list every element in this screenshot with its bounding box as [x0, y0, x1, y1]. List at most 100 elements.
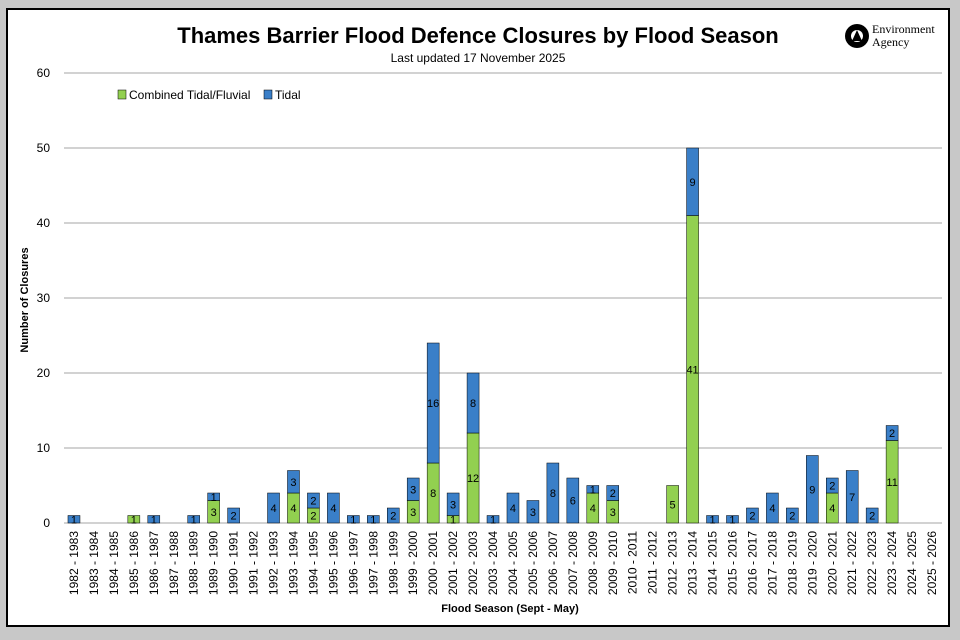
x-tick-label: 1983 - 1984 [87, 531, 101, 595]
bar-label-tidal: 2 [390, 511, 396, 523]
x-tick-labels: 1982 - 1983 1983 - 1984 1984 - 1985 1985 - … [67, 531, 939, 595]
x-tick-label: 2011 - 2012 [646, 531, 660, 594]
chart-frame: Thames Barrier Flood Defence Closures by… [6, 8, 950, 627]
bar-label-tidal: 4 [270, 503, 276, 515]
logo-text-line2: Agency [872, 35, 909, 49]
x-tick-label: 2023 - 2024 [885, 531, 899, 595]
bar-tidal [885, 425, 899, 441]
bar-label-tidal: 4 [769, 503, 775, 515]
bar-tidal [486, 515, 500, 524]
bar-label-tidal: 9 [690, 177, 696, 189]
bar-tidal [387, 507, 400, 524]
x-tick-label: 2015 - 2016 [725, 531, 739, 595]
legend-label-tidal: Tidal [275, 88, 301, 102]
x-tick-label: 2002 - 2003 [466, 531, 480, 595]
bar-tidal [546, 462, 560, 524]
bar-label-tidal: 2 [310, 496, 316, 508]
x-tick-label: 1989 - 1990 [207, 531, 221, 595]
x-tick-label: 2016 - 2017 [745, 531, 759, 595]
bar-tidal [207, 492, 220, 501]
bar-label-tidal: 6 [570, 496, 576, 508]
x-tick-label: 1993 - 1994 [286, 531, 300, 595]
x-tick-label: 2001 - 2002 [446, 531, 460, 595]
bar-tidal [446, 492, 460, 516]
bar-label-combined: 4 [590, 503, 596, 515]
bar-label-tidal: 2 [789, 511, 795, 523]
bar-label-tidal: 7 [849, 492, 855, 504]
x-tick-label: 1998 - 1999 [386, 531, 400, 595]
bar-tidal [686, 147, 699, 216]
x-tick-label: 2007 - 2008 [566, 531, 580, 595]
bar-label-combined: 4 [829, 503, 835, 515]
bar-combined [666, 485, 679, 524]
environment-agency-logo: Environment Agency [845, 22, 935, 49]
bar-label-tidal: 2 [610, 488, 616, 500]
bar-tidal [307, 492, 320, 509]
logo-text-line1: Environment [872, 22, 935, 36]
x-axis-label: Flood Season (Sept - May) [441, 603, 579, 615]
bar-label-tidal: 4 [330, 503, 336, 515]
bar-label-tidal: 3 [530, 507, 536, 519]
bar-label-tidal: 3 [290, 477, 296, 489]
bar-label-tidal: 2 [829, 481, 835, 493]
x-tick-label: 2025 - 2026 [925, 531, 939, 595]
bar-label-tidal: 9 [809, 484, 815, 496]
bar-tidal [67, 515, 81, 524]
x-tick-label: 1994 - 1995 [306, 531, 320, 595]
x-tick-label: 1990 - 1991 [227, 531, 241, 595]
bar-label-tidal: 4 [510, 503, 516, 515]
x-tick-label: 1996 - 1997 [346, 531, 360, 595]
x-tick-label: 1985 - 1986 [127, 531, 141, 595]
bar-tidal [506, 492, 520, 524]
bar-label-combined: 3 [211, 507, 217, 519]
x-tick-label: 2020 - 2021 [825, 531, 839, 595]
x-tick-label: 2005 - 2006 [526, 531, 540, 595]
y-tick-label: 40 [37, 216, 51, 230]
x-tick-label: 1992 - 1993 [267, 531, 281, 595]
x-tick-label: 2018 - 2019 [785, 531, 799, 595]
x-tick-label: 2024 - 2025 [905, 531, 919, 595]
bar-tidal [766, 492, 779, 524]
bar-tidal [227, 507, 240, 524]
x-tick-label: 2009 - 2010 [606, 531, 620, 595]
bar-label-tidal: 3 [450, 499, 456, 511]
bar-tidal [327, 492, 340, 524]
bar-tidal [706, 515, 719, 524]
bar-label-tidal: 2 [231, 511, 237, 523]
y-axis-label: Number of Closures [19, 247, 31, 352]
bar-label-combined: 11 [886, 477, 897, 489]
bar-tidal [865, 507, 879, 524]
bar-label-tidal: 1 [590, 484, 596, 496]
bar-label-tidal: 1 [151, 514, 157, 526]
y-tick-label: 20 [37, 366, 51, 380]
x-tick-label: 2008 - 2009 [586, 531, 600, 595]
bar-label-combined: 5 [670, 499, 676, 511]
x-tick-label: 2013 - 2014 [686, 531, 700, 595]
x-tick-label: 1995 - 1996 [326, 531, 340, 595]
bar-label-tidal: 8 [550, 488, 556, 500]
x-tick-label: 1999 - 2000 [406, 531, 420, 595]
legend: Combined Tidal/Fluvial Tidal [117, 88, 301, 102]
bar-label-tidal: 1 [729, 514, 735, 526]
bar-tidal [367, 515, 380, 524]
x-tick-label: 2004 - 2005 [506, 531, 520, 595]
bar-tidal [746, 507, 759, 524]
x-tick-label: 2012 - 2013 [666, 531, 680, 595]
legend-label-combined: Combined Tidal/Fluvial [129, 88, 250, 102]
bar-tidal [726, 515, 739, 524]
x-tick-label: 2022 - 2023 [865, 531, 879, 595]
y-tick-label: 30 [37, 291, 51, 305]
bar-label-combined: 1 [450, 514, 456, 526]
bar-label-tidal: 1 [71, 514, 77, 526]
y-tick-labels: 0 10 20 30 40 50 60 [37, 66, 51, 530]
x-tick-label: 2017 - 2018 [765, 531, 779, 595]
bar-label-combined: 12 [467, 473, 479, 485]
bar-tidal [466, 372, 480, 434]
x-tick-label: 1982 - 1983 [67, 531, 81, 595]
bar-tidal [147, 515, 161, 524]
x-tick-label: 2019 - 2020 [805, 531, 819, 595]
x-tick-label: 2006 - 2007 [546, 531, 560, 595]
bar-label-combined: 4 [290, 503, 296, 515]
bar-tidal [267, 492, 280, 524]
